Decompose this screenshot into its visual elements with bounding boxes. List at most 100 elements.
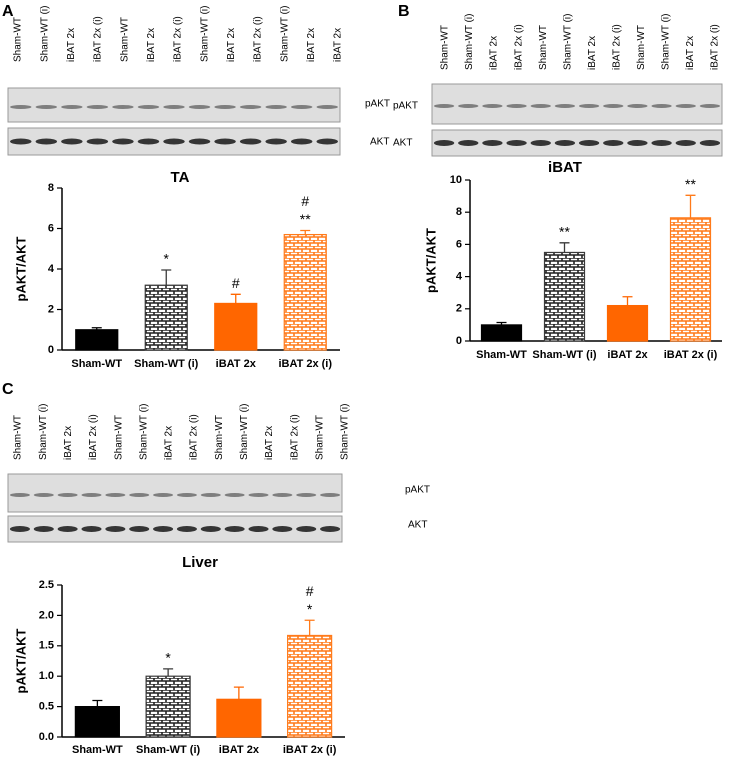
lane-label: iBAT 2x bbox=[226, 28, 237, 62]
error-bar bbox=[163, 668, 174, 677]
blot-band bbox=[153, 526, 174, 532]
blot-band bbox=[33, 493, 54, 497]
bar bbox=[543, 251, 586, 342]
x-tick-label: Sham-WT bbox=[72, 744, 123, 756]
y-tick-label: 0 bbox=[456, 335, 462, 347]
blot-band bbox=[214, 138, 236, 145]
blot-label: pAKT bbox=[393, 101, 418, 112]
lane-label: Sham-WT (i) bbox=[39, 6, 50, 62]
blot-band bbox=[112, 105, 134, 109]
blot-band bbox=[272, 493, 293, 497]
blot-band bbox=[224, 493, 245, 497]
blot-band bbox=[603, 140, 624, 146]
blot-band bbox=[112, 138, 134, 145]
blot-label: pAKT bbox=[365, 99, 390, 110]
blot-band bbox=[33, 526, 54, 532]
y-tick-label: 4 bbox=[456, 271, 463, 283]
blot-band bbox=[176, 526, 197, 532]
significance-mark: ** bbox=[300, 211, 311, 227]
blot-band bbox=[320, 526, 341, 532]
blot-band bbox=[86, 105, 109, 109]
x-tick-label: iBAT 2x (i) bbox=[664, 349, 718, 361]
lane-label: iBAT 2x bbox=[333, 28, 344, 62]
blot-band bbox=[699, 140, 721, 146]
chart-title: TA bbox=[171, 169, 190, 186]
blot-band bbox=[35, 105, 58, 109]
lane-label: Sham-WT bbox=[13, 17, 24, 62]
bar bbox=[283, 233, 327, 351]
lane-label: iBAT 2x bbox=[489, 36, 500, 70]
error-bar bbox=[230, 293, 241, 304]
lane-label: Sham-WT (i) bbox=[199, 6, 210, 62]
lane-label: Sham-WT (i) bbox=[562, 14, 573, 70]
lane-label: iBAT 2x (i) bbox=[189, 414, 200, 460]
y-axis-label: pAKT/AKT bbox=[13, 628, 28, 693]
panel-letter: B bbox=[398, 3, 410, 20]
blot-band bbox=[290, 138, 313, 145]
bar bbox=[287, 634, 333, 738]
significance-mark: * bbox=[164, 251, 170, 267]
significance-mark: # bbox=[232, 275, 240, 291]
lane-label: Sham-WT (i) bbox=[340, 404, 351, 460]
blot-band bbox=[458, 104, 479, 108]
lane-label: iBAT 2x (i) bbox=[513, 24, 524, 70]
blot-label: AKT bbox=[393, 138, 412, 149]
lane-label: iBAT 2x bbox=[306, 28, 317, 62]
lane-label: iBAT 2x (i) bbox=[88, 414, 99, 460]
error-bar bbox=[233, 686, 244, 700]
lane-label: iBAT 2x (i) bbox=[289, 414, 300, 460]
blot-band bbox=[137, 138, 160, 145]
y-tick-label: 1.0 bbox=[39, 670, 54, 682]
blot-band bbox=[248, 526, 269, 532]
lane-label: iBAT 2x (i) bbox=[611, 24, 622, 70]
blot-band bbox=[176, 493, 197, 497]
error-bar bbox=[300, 229, 311, 235]
blot-band bbox=[320, 493, 341, 497]
lane-label: Sham-WT bbox=[113, 415, 124, 460]
panel-letter: C bbox=[2, 381, 14, 398]
panel-letter: A bbox=[2, 3, 14, 20]
blot-band bbox=[554, 104, 576, 108]
blot-band bbox=[482, 140, 503, 146]
blot-band bbox=[163, 138, 185, 145]
blot-band bbox=[214, 105, 236, 109]
blot-band bbox=[296, 526, 317, 532]
lane-label: iBAT 2x bbox=[63, 426, 74, 460]
blot-band bbox=[675, 140, 696, 146]
blot-band bbox=[651, 140, 672, 146]
blot-band bbox=[433, 104, 455, 108]
blot-label: AKT bbox=[408, 520, 427, 531]
blot-band bbox=[200, 493, 221, 497]
error-bar bbox=[91, 327, 102, 330]
blot-band bbox=[200, 526, 221, 532]
blot-band bbox=[61, 105, 83, 109]
blot-band bbox=[153, 493, 174, 497]
y-tick-label: 1.5 bbox=[39, 640, 54, 652]
lane-label: Sham-WT (i) bbox=[138, 404, 149, 460]
blot-band bbox=[188, 138, 211, 145]
y-tick-label: 8 bbox=[456, 206, 462, 218]
blot-band bbox=[316, 138, 338, 145]
significance-mark: # bbox=[301, 193, 309, 209]
lane-label: Sham-WT (i) bbox=[464, 14, 475, 70]
y-tick-label: 6 bbox=[48, 222, 54, 234]
significance-mark: ** bbox=[559, 223, 570, 239]
x-tick-label: Sham-WT bbox=[71, 358, 122, 370]
chart-title: iBAT bbox=[548, 159, 582, 176]
lane-label: iBAT 2x bbox=[685, 36, 696, 70]
bar bbox=[606, 304, 649, 342]
blot-band bbox=[578, 104, 600, 108]
blot-band bbox=[699, 104, 721, 108]
chart-title: Liver bbox=[182, 554, 218, 571]
blot-band bbox=[506, 104, 527, 108]
blot-band bbox=[265, 105, 287, 109]
blot-band bbox=[10, 105, 32, 109]
blot bbox=[7, 473, 343, 513]
y-axis-label: pAKT/AKT bbox=[13, 236, 28, 301]
x-tick-label: iBAT 2x (i) bbox=[278, 358, 332, 370]
lane-label: iBAT 2x bbox=[66, 28, 77, 62]
x-tick-label: iBAT 2x bbox=[216, 358, 257, 370]
y-tick-label: 0 bbox=[48, 344, 54, 356]
blot-band bbox=[482, 104, 503, 108]
